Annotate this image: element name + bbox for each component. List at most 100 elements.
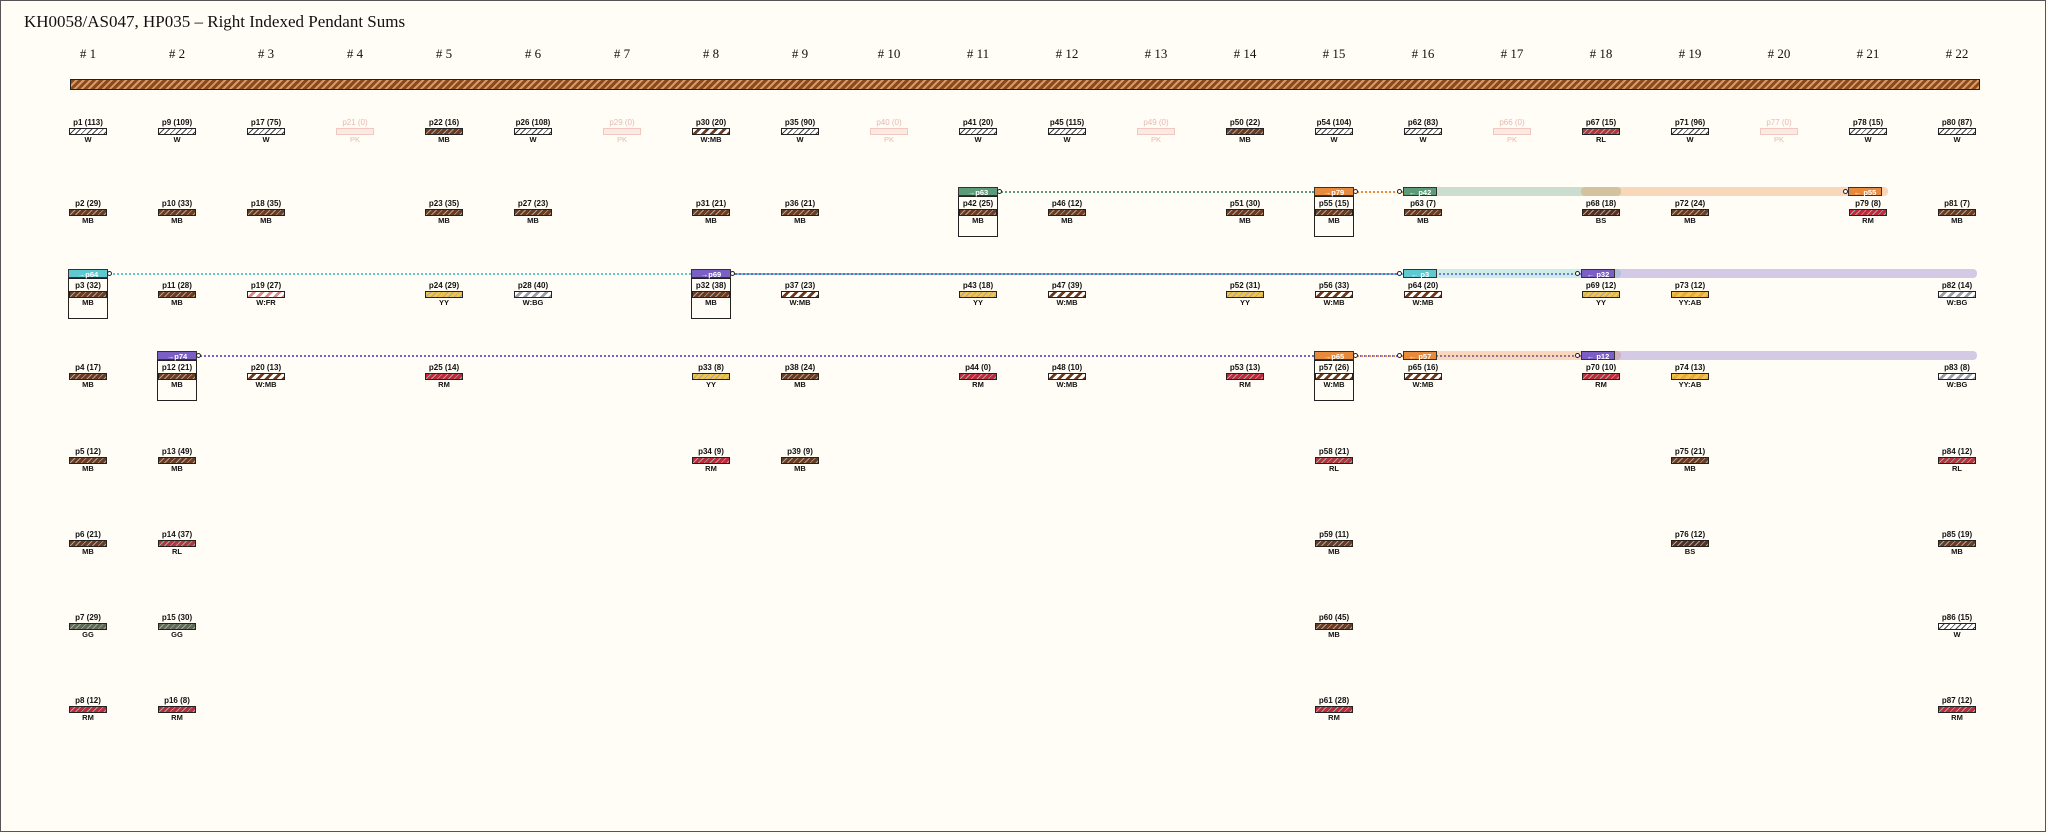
pendant[interactable]: p62 (83) W — [1398, 118, 1448, 145]
pendant[interactable]: p83 (8) W:BG — [1932, 363, 1982, 390]
pendant[interactable]: p21 (0) PK — [330, 118, 380, 145]
pendant[interactable]: p35 (90) W — [775, 118, 825, 145]
pendant-label: p37 (23) — [784, 281, 816, 290]
pendant-label: p33 (8) — [698, 363, 724, 372]
pendant[interactable]: p72 (24) MB — [1665, 199, 1715, 226]
pendant[interactable]: p22 (16) MB — [419, 118, 469, 145]
pendant-color-code: MB — [527, 216, 539, 225]
pendant[interactable]: p84 (12) RL — [1932, 447, 1982, 474]
pendant[interactable]: p78 (15) W — [1843, 118, 1893, 145]
pendant[interactable]: p25 (14) RM — [419, 363, 469, 390]
pendant[interactable]: p56 (33) W:MB — [1309, 281, 1359, 308]
pendant[interactable]: p86 (15) W — [1932, 613, 1982, 640]
pendant[interactable]: p4 (17) MB — [63, 363, 113, 390]
pendant[interactable]: p81 (7) MB — [1932, 199, 1982, 226]
pendant[interactable]: p17 (75) W — [241, 118, 291, 145]
pendant[interactable]: p76 (12) BS — [1665, 530, 1715, 557]
pendant[interactable]: p50 (22) MB — [1220, 118, 1270, 145]
pendant[interactable]: p40 (0) PK — [864, 118, 914, 145]
pendant[interactable]: p5 (12) MB — [63, 447, 113, 474]
pendant[interactable]: p2 (29) MB — [63, 199, 113, 226]
pendant[interactable]: p6 (21) MB — [63, 530, 113, 557]
pendant[interactable]: p36 (21) MB — [775, 199, 825, 226]
pendant[interactable]: p45 (115) W — [1042, 118, 1092, 145]
pendant[interactable]: p60 (45) MB — [1309, 613, 1359, 640]
pendant[interactable]: p53 (13) RM — [1220, 363, 1270, 390]
pendant[interactable]: p23 (35) MB — [419, 199, 469, 226]
pendant[interactable]: p73 (12) YY:AB — [1665, 281, 1715, 308]
pendant[interactable]: p61 (28) RM — [1309, 696, 1359, 723]
pendant-cord — [1137, 128, 1175, 135]
pendant[interactable]: p48 (10) W:MB — [1042, 363, 1092, 390]
pendant[interactable]: p31 (21) MB — [686, 199, 736, 226]
pendant[interactable]: p85 (19) MB — [1932, 530, 1982, 557]
pendant[interactable]: p46 (12) MB — [1042, 199, 1092, 226]
pendant[interactable]: p34 (9) RM — [686, 447, 736, 474]
pendant[interactable]: p65 (16) W:MB — [1398, 363, 1448, 390]
pendant[interactable]: p8 (12) RM — [63, 696, 113, 723]
pendant[interactable]: p39 (9) MB — [775, 447, 825, 474]
pendant[interactable]: p49 (0) PK — [1131, 118, 1181, 145]
pendant[interactable]: p69 (12) YY — [1576, 281, 1626, 308]
pendant[interactable]: p12 (21) MB — [152, 363, 202, 390]
pendant[interactable]: p87 (12) RM — [1932, 696, 1982, 723]
pendant[interactable]: p58 (21) RL — [1309, 447, 1359, 474]
pendant[interactable]: p7 (29) GG — [63, 613, 113, 640]
pendant[interactable]: p80 (87) W — [1932, 118, 1982, 145]
pendant-label: p20 (13) — [250, 363, 282, 372]
pendant[interactable]: p70 (10) RM — [1576, 363, 1626, 390]
pendant[interactable]: p64 (20) W:MB — [1398, 281, 1448, 308]
pendant[interactable]: p10 (33) MB — [152, 199, 202, 226]
pendant[interactable]: p26 (108) W — [508, 118, 558, 145]
pendant[interactable]: p19 (27) W:FR — [241, 281, 291, 308]
pendant[interactable]: p9 (109) W — [152, 118, 202, 145]
pendant[interactable]: p43 (18) YY — [953, 281, 1003, 308]
pendant-color-code: PK — [616, 135, 627, 144]
pendant[interactable]: p3 (32) MB — [63, 281, 113, 308]
pendant[interactable]: p42 (25) MB — [953, 199, 1003, 226]
pendant[interactable]: p68 (18) BS — [1576, 199, 1626, 226]
pendant[interactable]: p52 (31) YY — [1220, 281, 1270, 308]
pendant[interactable]: p55 (15) MB — [1309, 199, 1359, 226]
pendant[interactable]: p57 (26) W:MB — [1309, 363, 1359, 390]
pendant-color-code: YY — [1239, 298, 1250, 307]
pendant[interactable]: p20 (13) W:MB — [241, 363, 291, 390]
pendant[interactable]: p14 (37) RL — [152, 530, 202, 557]
pendant[interactable]: p79 (8) RM — [1843, 199, 1893, 226]
pendant[interactable]: p71 (96) W — [1665, 118, 1715, 145]
pendant[interactable]: p59 (11) MB — [1309, 530, 1359, 557]
pendant[interactable]: p54 (104) W — [1309, 118, 1359, 145]
pendant[interactable]: p74 (13) YY:AB — [1665, 363, 1715, 390]
pendant[interactable]: p47 (39) W:MB — [1042, 281, 1092, 308]
pendant[interactable]: p44 (0) RM — [953, 363, 1003, 390]
pendant-label: p2 (29) — [75, 199, 101, 208]
pendant[interactable]: p37 (23) W:MB — [775, 281, 825, 308]
pendant-cord — [1226, 128, 1264, 135]
pendant-label: p79 (8) — [1855, 199, 1881, 208]
pendant[interactable]: p67 (15) RL — [1576, 118, 1626, 145]
pendant[interactable]: p41 (20) W — [953, 118, 1003, 145]
pendant[interactable]: p75 (21) MB — [1665, 447, 1715, 474]
pendant[interactable]: p51 (30) MB — [1220, 199, 1270, 226]
pendant[interactable]: p13 (49) MB — [152, 447, 202, 474]
pendant[interactable]: p63 (7) MB — [1398, 199, 1448, 226]
pendant[interactable]: p1 (113) W — [63, 118, 113, 145]
pendant[interactable]: p29 (0) PK — [597, 118, 647, 145]
pendant-label: p70 (10) — [1585, 363, 1617, 372]
pendant[interactable]: p27 (23) MB — [508, 199, 558, 226]
link-band — [1403, 351, 1621, 360]
pendant[interactable]: p30 (20) W:MB — [686, 118, 736, 145]
pendant-cord — [1315, 373, 1353, 380]
pendant[interactable]: p18 (35) MB — [241, 199, 291, 226]
pendant[interactable]: p28 (40) W:BG — [508, 281, 558, 308]
pendant[interactable]: p11 (28) MB — [152, 281, 202, 308]
pendant[interactable]: p82 (14) W:BG — [1932, 281, 1982, 308]
pendant[interactable]: p16 (8) RM — [152, 696, 202, 723]
pendant[interactable]: p15 (30) GG — [152, 613, 202, 640]
pendant[interactable]: p77 (0) PK — [1754, 118, 1804, 145]
pendant[interactable]: p24 (29) YY — [419, 281, 469, 308]
pendant[interactable]: p32 (38) MB — [686, 281, 736, 308]
pendant[interactable]: p38 (24) MB — [775, 363, 825, 390]
pendant[interactable]: p33 (8) YY — [686, 363, 736, 390]
pendant[interactable]: p66 (0) PK — [1487, 118, 1537, 145]
